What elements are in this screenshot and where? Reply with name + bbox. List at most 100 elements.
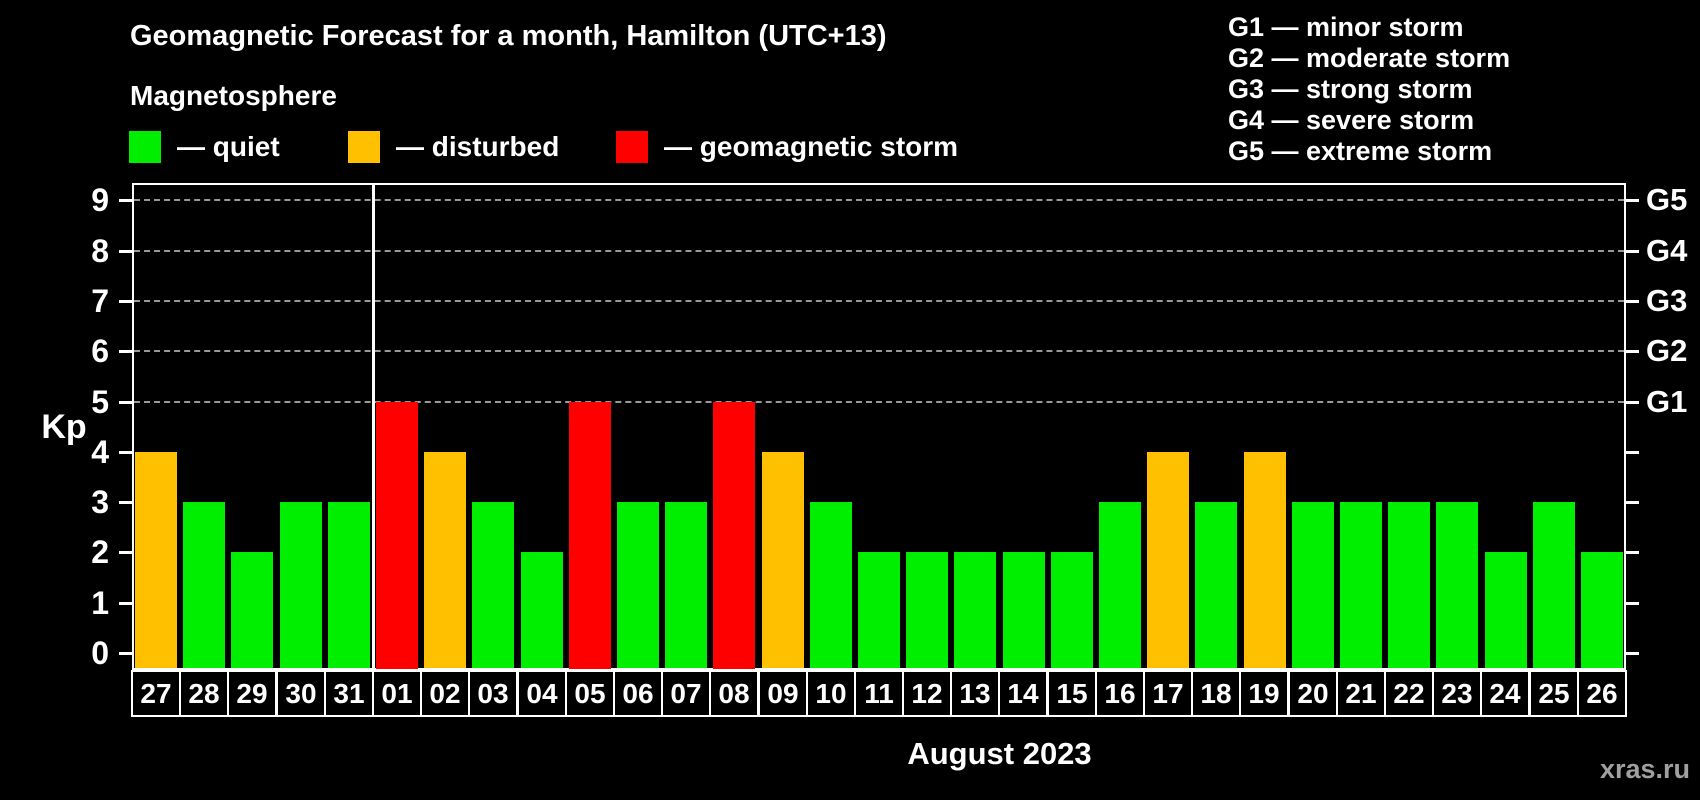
kp-bar-day-18 <box>1195 502 1237 668</box>
kp-bar-day-29 <box>231 552 273 668</box>
watermark: xras.ru <box>1599 754 1690 784</box>
y-tick-label-0: 0 <box>91 635 109 671</box>
y-tick-label-5: 5 <box>91 384 109 420</box>
date-cell-26: 26 <box>1577 670 1627 717</box>
x-axis-title: August 2023 <box>907 736 1092 771</box>
date-cell-04: 04 <box>517 670 567 717</box>
y-tick-left-7 <box>119 300 132 303</box>
date-cell-17: 17 <box>1143 670 1193 717</box>
date-cell-29: 29 <box>227 670 277 717</box>
date-cell-20: 20 <box>1288 670 1338 717</box>
kp-bar-day-09 <box>762 452 804 668</box>
date-cell-08: 08 <box>709 670 759 717</box>
date-cell-22: 22 <box>1384 670 1434 717</box>
kp-bar-day-08 <box>713 402 755 669</box>
date-cell-06: 06 <box>613 670 663 717</box>
kp-bar-day-21 <box>1340 502 1382 668</box>
kp-bar-day-16 <box>1099 502 1141 668</box>
date-cell-18: 18 <box>1191 670 1241 717</box>
date-cell-05: 05 <box>565 670 615 717</box>
date-cell-12: 12 <box>902 670 952 717</box>
kp-bar-day-27 <box>135 452 177 668</box>
date-cell-13: 13 <box>950 670 1000 717</box>
legend-label-storm: — geomagnetic storm <box>664 131 959 162</box>
date-cell-21: 21 <box>1336 670 1386 717</box>
date-cell-14: 14 <box>998 670 1048 717</box>
y-tick-left-8 <box>119 250 132 253</box>
legend-label-quiet: — quiet <box>177 131 280 162</box>
legend-item-quiet: — quiet <box>129 131 280 163</box>
date-cell-07: 07 <box>661 670 711 717</box>
y-tick-label-9: 9 <box>91 182 109 218</box>
kp-bar-day-23 <box>1436 502 1478 668</box>
kp-bar-day-01 <box>376 402 418 669</box>
y-tick-right-9 <box>1626 199 1639 202</box>
kp-bar-day-13 <box>954 552 996 668</box>
g-legend-line-g1: G1 — minor storm <box>1228 12 1464 42</box>
y-tick-right-6 <box>1626 350 1639 353</box>
y-tick-label-6: 6 <box>91 333 109 369</box>
g-legend-line-g3: G3 — strong storm <box>1228 74 1473 104</box>
g-legend-line-g5: G5 — extreme storm <box>1228 136 1493 166</box>
gridline-kp9 <box>134 199 1624 201</box>
g-scale-legend: G1 — minor storm G2 — moderate storm G3 … <box>1228 12 1510 167</box>
y-axis-title: Kp <box>41 408 87 446</box>
date-cell-31: 31 <box>324 670 374 717</box>
y-tick-left-2 <box>119 551 132 554</box>
date-cell-10: 10 <box>806 670 856 717</box>
date-cell-02: 02 <box>420 670 470 717</box>
y-tick-label-8: 8 <box>91 233 109 269</box>
kp-bar-day-28 <box>183 502 225 668</box>
date-cell-25: 25 <box>1529 670 1579 717</box>
y-tick-label-1: 1 <box>91 585 109 621</box>
kp-bar-day-20 <box>1292 502 1334 668</box>
kp-bar-day-07 <box>665 502 707 668</box>
plot-area <box>132 183 1626 670</box>
g-legend-line-g2: G2 — moderate storm <box>1228 43 1511 73</box>
kp-bar-day-15 <box>1051 552 1093 668</box>
chart-subtitle: Magnetosphere <box>130 80 337 111</box>
date-cell-09: 09 <box>758 670 808 717</box>
y-tick-left-6 <box>119 350 132 353</box>
kp-bar-day-12 <box>906 552 948 668</box>
legend-label-disturbed: — disturbed <box>396 131 560 162</box>
kp-bar-day-25 <box>1533 502 1575 668</box>
kp-bar-day-10 <box>810 502 852 668</box>
date-cell-03: 03 <box>468 670 518 717</box>
kp-bar-day-06 <box>617 502 659 668</box>
y-tick-right-4 <box>1626 451 1639 454</box>
y-tick-left-0 <box>119 652 132 655</box>
y-tick-left-1 <box>119 602 132 605</box>
kp-bar-day-11 <box>858 552 900 668</box>
date-cell-15: 15 <box>1047 670 1097 717</box>
kp-bar-day-22 <box>1388 502 1430 668</box>
g-axis-label-g2: G2 <box>1646 333 1688 368</box>
y-tick-left-3 <box>119 501 132 504</box>
disturbed-color-swatch <box>348 131 380 163</box>
y-tick-right-2 <box>1626 551 1639 554</box>
kp-bar-day-17 <box>1147 452 1189 668</box>
y-tick-right-8 <box>1626 250 1639 253</box>
y-tick-right-1 <box>1626 602 1639 605</box>
gridline-kp8 <box>134 250 1624 252</box>
gridline-kp7 <box>134 300 1624 302</box>
date-cell-27: 27 <box>131 670 181 717</box>
y-tick-left-4 <box>119 451 132 454</box>
date-cell-24: 24 <box>1480 670 1530 717</box>
g-axis-label-g3: G3 <box>1646 283 1688 318</box>
kp-bar-day-24 <box>1485 552 1527 668</box>
date-cell-16: 16 <box>1095 670 1145 717</box>
gridline-kp6 <box>134 350 1624 352</box>
y-tick-label-4: 4 <box>91 434 109 470</box>
legend-item-storm: — geomagnetic storm <box>616 131 958 163</box>
month-separator-line <box>372 183 375 670</box>
kp-bar-day-14 <box>1003 552 1045 668</box>
y-tick-right-0 <box>1626 652 1639 655</box>
gridline-kp5 <box>134 401 1624 403</box>
kp-bar-day-02 <box>424 452 466 668</box>
y-tick-label-3: 3 <box>91 484 109 520</box>
storm-color-swatch <box>616 131 648 163</box>
y-tick-left-5 <box>119 401 132 404</box>
kp-bar-day-04 <box>521 552 563 668</box>
